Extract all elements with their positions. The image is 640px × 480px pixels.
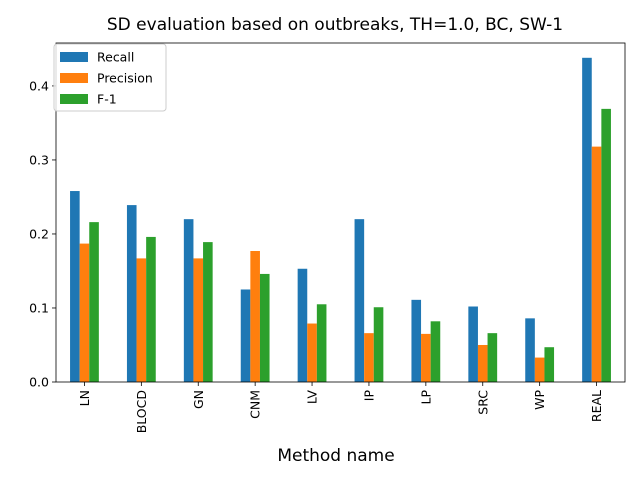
x-tick-label-ip: IP — [361, 390, 376, 402]
x-axis-label: Method name — [277, 446, 394, 466]
legend-label-precision: Precision — [97, 71, 153, 86]
bars-group — [70, 57, 611, 382]
bar-precision-lv — [307, 323, 317, 382]
bar-f-1-ip — [373, 307, 384, 382]
bar-f-1-src — [487, 333, 498, 382]
bar-precision-blocd — [136, 258, 147, 382]
y-tick-label: 0.2 — [29, 226, 49, 241]
bar-recall-real — [582, 57, 592, 382]
y-tick-label: 0.4 — [29, 78, 49, 93]
x-tick-label-ln: LN — [77, 390, 92, 406]
bar-recall-gn — [183, 219, 194, 382]
bar-precision-src — [477, 344, 488, 382]
legend-swatch-f-1 — [60, 94, 88, 104]
bar-f-1-ln — [89, 222, 99, 382]
x-tick-label-gn: GN — [191, 390, 206, 409]
y-tick-label: 0.3 — [29, 152, 49, 167]
bar-recall-ln — [70, 191, 80, 382]
bar-recall-wp — [525, 318, 535, 382]
bar-recall-blocd — [126, 205, 137, 382]
bar-f-1-lv — [316, 304, 327, 382]
legend-label-f-1: F-1 — [97, 92, 117, 107]
bar-recall-lp — [411, 299, 422, 382]
chart-title: SD evaluation based on outbreaks, TH=1.0… — [107, 15, 563, 35]
legend-swatch-precision — [60, 73, 88, 83]
bar-precision-cnm — [250, 250, 260, 382]
bar-f-1-gn — [203, 242, 213, 382]
x-tick-label-cnm: CNM — [248, 390, 263, 419]
x-tick-label-lp: LP — [418, 390, 433, 405]
bar-precision-ln — [79, 243, 90, 382]
bar-f-1-wp — [544, 347, 555, 382]
x-tick-label-real: REAL — [589, 390, 604, 422]
bar-precision-ip — [364, 333, 374, 382]
bar-precision-real — [591, 146, 602, 382]
x-tick-label-lv: LV — [305, 390, 320, 405]
bar-f-1-blocd — [146, 236, 156, 382]
plot-frame — [55, 42, 626, 383]
y-tick-label: 0.0 — [29, 375, 49, 390]
bar-recall-lv — [297, 268, 308, 382]
x-tick-label-blocd: BLOCD — [134, 390, 149, 433]
bar-recall-cnm — [240, 289, 251, 382]
y-tick-label: 0.1 — [29, 300, 49, 315]
legend: Recall Precision F-1 — [53, 43, 167, 112]
bar-precision-gn — [193, 258, 204, 382]
bar-precision-wp — [534, 357, 545, 382]
legend-label-recall: Recall — [97, 50, 134, 65]
bar-f-1-lp — [430, 321, 441, 382]
bar-recall-src — [468, 306, 478, 382]
bar-precision-lp — [421, 333, 431, 382]
axes-group: 0.0 0.1 0.2 0.3 0.4 LN BLOCD GN CNM LV IP LP SRC WP RE… — [29, 42, 626, 433]
x-tick-label-src: SRC — [475, 390, 490, 415]
x-tick-label-wp: WP — [532, 390, 547, 410]
bar-recall-ip — [354, 219, 365, 382]
legend-swatch-recall — [60, 52, 88, 62]
bar-f-1-real — [601, 108, 611, 382]
bar-f-1-cnm — [259, 273, 270, 382]
